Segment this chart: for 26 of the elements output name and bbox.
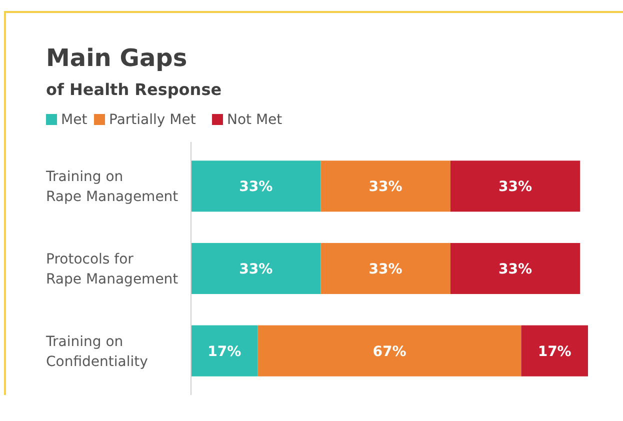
bar	[258, 325, 522, 376]
data-label: 33%	[368, 262, 402, 278]
bar	[191, 160, 321, 212]
bar	[521, 325, 588, 376]
y-tick-label: Training on Rape Management	[45, 169, 179, 206]
bar	[320, 160, 450, 212]
bar	[191, 325, 258, 376]
chart-title: Main Gaps	[46, 44, 188, 72]
data-label: 33%	[239, 179, 273, 196]
legend-label: Partially Met	[109, 112, 196, 128]
data-label: 33%	[239, 262, 273, 278]
legend-label: Met	[61, 112, 88, 128]
y-tick-label: Training on Confidentiality	[45, 334, 148, 370]
data-label: 17%	[538, 344, 572, 360]
bar	[450, 242, 580, 294]
bar	[191, 242, 321, 294]
data-label: 17%	[208, 344, 242, 360]
legend-label: Not Met	[227, 112, 283, 128]
data-label: 33%	[498, 262, 532, 278]
y-tick-label: Protocols for Rape Management	[46, 252, 179, 288]
data-label: 33%	[498, 179, 532, 196]
bar	[450, 160, 580, 212]
chart-subtitle: of Health Response	[46, 80, 222, 99]
bar	[320, 242, 450, 294]
data-label: 67%	[372, 344, 406, 360]
data-label: 33%	[368, 179, 402, 196]
